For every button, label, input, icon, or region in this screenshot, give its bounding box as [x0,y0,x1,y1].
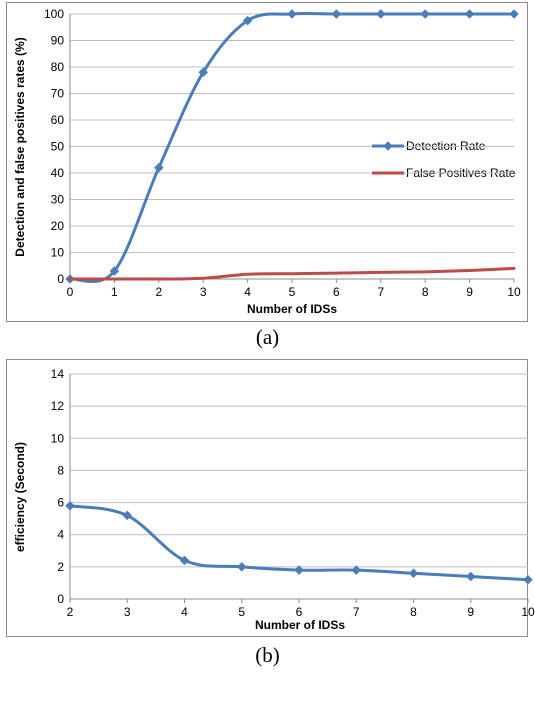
chart-a-y-tick-label: 50 [51,140,65,154]
chart-a-x-tick-label: 9 [466,285,473,299]
chart-a-x-tick-label: 1 [111,285,118,299]
chart-b-x-tick-label: 7 [353,605,360,619]
chart-a-x-axis-label: Number of IDSs [247,302,337,316]
chart-b-y-axis-label: efficiency (Second) [13,442,27,552]
chart-b-data-point [351,565,362,575]
chart-b-data-point [408,568,419,579]
chart-a-y-tick-label: 90 [51,34,65,48]
chart-a-y-tick-label: 60 [51,113,65,127]
chart-a-x-tick-label: 6 [333,285,340,299]
chart-b-y-tick-label: 12 [51,399,65,413]
chart-a-series-line [68,266,516,281]
chart-a-y-tick-label: 30 [51,193,65,207]
chart-a-data-point [287,9,297,19]
chart-a-panel [6,2,528,322]
chart-a-x-tick-label: 10 [507,285,521,299]
chart-b-x-tick-label: 8 [410,605,417,619]
chart-b-data-point [465,571,476,582]
chart-b-x-tick-label: 5 [238,605,245,619]
chart-a-y-tick-label: 10 [51,246,65,260]
chart-a-x-tick-label: 0 [67,285,74,299]
chart-a-y-tick-label: 70 [51,87,65,101]
chart-a-x-tick-label: 7 [377,285,384,299]
chart-a-data-point [464,9,475,19]
chart-a-y-axis-label: Detection and false positives rates (%) [13,37,27,256]
chart-b-y-tick-label: 6 [57,496,64,510]
chart-a-data-point [509,9,519,19]
chart-b-data-point [122,510,133,521]
chart-b-y-tick-label: 0 [57,592,64,606]
chart-b-data-point [523,574,533,585]
caption-a: (a) [255,325,280,349]
chart-a-data-point [198,67,209,78]
chart-a-data-point [153,162,164,173]
chart-a-y-tick-label: 100 [44,7,64,21]
chart-a-x-tick-label: 5 [289,285,296,299]
chart-a-y-tick-label: 0 [57,272,64,286]
chart-b-x-tick-label: 9 [467,605,474,619]
chart-b-x-tick-label: 6 [296,605,303,619]
chart-b-x-tick-label: 10 [521,605,535,619]
chart-a-data-point [331,9,342,19]
chart-a-data-point [242,15,253,26]
chart-a-y-tick-label: 40 [51,166,65,180]
chart-b-y-tick-label: 2 [57,560,64,574]
legend-detection-rate-marker [383,141,393,151]
chart-a-x-tick-label: 2 [155,285,162,299]
chart-b-x-axis-label: Number of IDSs [255,618,345,632]
chart-b-data-point [179,555,190,566]
chart-b-data-point [294,565,304,575]
chart-b-x-tick-label: 3 [124,605,131,619]
chart-a-x-tick-label: 4 [244,285,251,299]
chart-a-x-tick-label: 8 [422,285,429,299]
chart-a-data-point [109,266,120,276]
chart-b-y-tick-label: 4 [57,528,64,542]
chart-b-y-tick-label: 8 [57,463,64,477]
caption-b: (b) [255,643,280,667]
chart-a-x-tick-label: 3 [200,285,207,299]
chart-b-x-tick-label: 2 [67,605,74,619]
chart-b-y-tick-label: 10 [51,431,65,445]
chart-a-series-line [68,12,516,283]
chart-b-y-tick-label: 14 [51,367,65,381]
chart-b-x-tick-label: 4 [181,605,188,619]
chart-a-data-point [375,9,386,19]
chart-a-y-tick-label: 20 [51,219,65,233]
chart-b-panel [6,359,528,637]
chart-a-data-point [420,9,431,19]
chart-b-data-point [65,500,75,511]
chart-a-y-tick-label: 80 [51,60,65,74]
chart-b-data-point [236,562,247,572]
